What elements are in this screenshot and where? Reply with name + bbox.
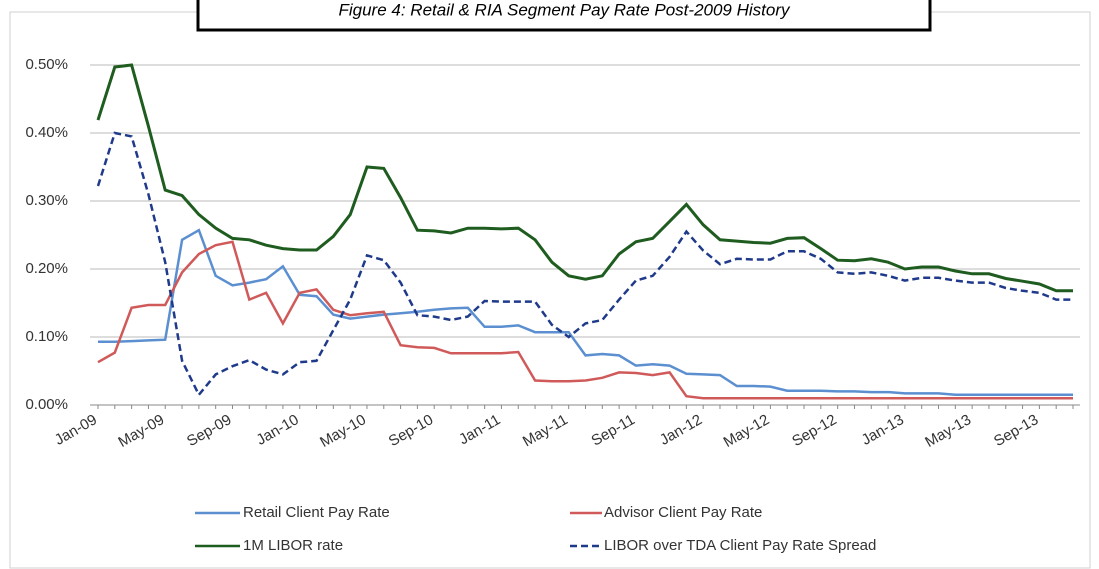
- y-tick-label: 0.20%: [25, 260, 68, 277]
- title-box: [196, 0, 932, 32]
- y-tick-label: 0.30%: [25, 192, 68, 209]
- legend-label: Retail Client Pay Rate: [243, 504, 390, 521]
- chart-frame: [9, 11, 1091, 569]
- series-line: [97, 240, 1073, 400]
- chart-title: Figure 4: Retail & RIA Segment Pay Rate …: [338, 0, 791, 19]
- legend-label: LIBOR over TDA Client Pay Rate Spread: [604, 537, 876, 554]
- y-tick-label: 0.40%: [25, 124, 68, 141]
- y-tick-label: 0.00%: [25, 396, 68, 413]
- series-line: [96, 131, 1073, 398]
- legend-label: 1M LIBOR rate: [243, 537, 343, 554]
- y-tick-label: 0.10%: [25, 328, 68, 345]
- legend-label: Advisor Client Pay Rate: [604, 504, 762, 521]
- series-line: [96, 63, 1073, 293]
- y-tick-label: 0.50%: [25, 56, 68, 73]
- series-line: [98, 228, 1073, 397]
